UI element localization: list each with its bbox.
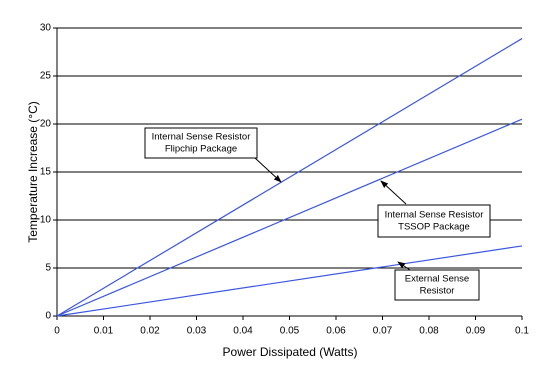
x-tick-label: 0.08 [419,326,439,337]
annotation-text: Resistor [420,286,455,297]
y-tick-label: 0 [45,311,51,322]
annotation-text: External Sense [405,274,469,285]
annotation-text: Flipchip Package [165,144,237,155]
y-tick-label: 15 [40,167,52,178]
x-tick-label: 0.05 [280,326,300,337]
x-tick-label: 0.03 [187,326,207,337]
annotation-arrow [397,261,411,271]
y-tick-label: 25 [40,71,52,82]
annotation-box [144,127,258,159]
x-tick-label: 0.06 [326,326,346,337]
y-tick-label: 10 [40,215,52,226]
annotation-text: TSSOP Package [398,222,470,233]
x-tick-label: 0 [54,326,60,337]
x-tick-label: 0.04 [233,326,253,337]
y-tick-label: 30 [40,23,52,34]
x-tick-label: 0.09 [466,326,486,337]
annotation-arrow [254,157,282,183]
annotation-text: Internal Sense Resistor [152,132,251,143]
y-tick-label: 20 [40,119,52,130]
x-tick-label: 0.1 [515,326,529,337]
annotation-box [394,269,480,301]
x-tick-label: 0.02 [140,326,160,337]
annotation-text: Internal Sense Resistor [385,210,484,221]
x-tick-label: 0.01 [94,326,114,337]
annotation-box [377,204,491,238]
series-line [56,245,523,317]
y-axis-title: Temperature Increase (°C) [26,101,40,243]
y-tick-label: 5 [45,263,51,274]
x-tick-label: 0.07 [373,326,393,337]
annotation-arrow [380,180,407,205]
series-line [56,118,523,317]
series-line [56,38,523,317]
x-axis-title: Power Dissipated (Watts) [223,345,358,359]
